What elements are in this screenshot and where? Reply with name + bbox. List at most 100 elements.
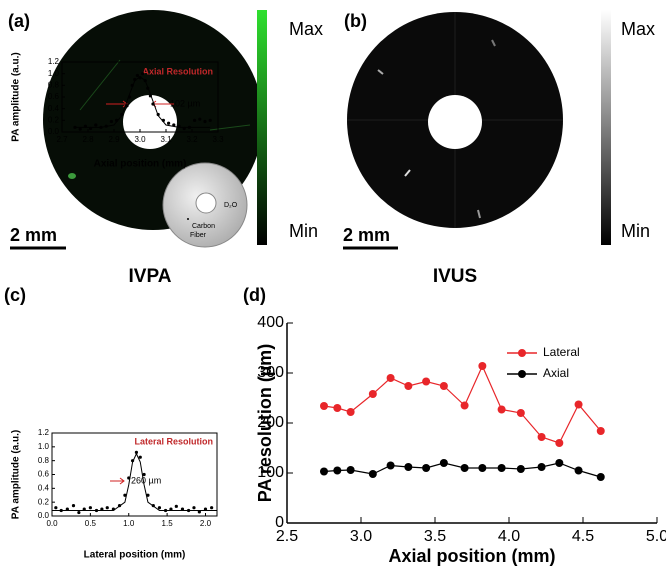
series-line xyxy=(75,75,211,128)
data-point xyxy=(346,408,355,416)
data-point xyxy=(537,463,546,471)
data-point xyxy=(142,472,146,477)
data-point xyxy=(555,439,564,447)
data-point xyxy=(333,466,342,475)
speckle xyxy=(209,124,251,131)
x-tick-label: 3.2 xyxy=(186,135,198,144)
data-point xyxy=(167,121,171,125)
annotation: Axial Resolution xyxy=(142,66,213,76)
y-tick-label: 0.2 xyxy=(38,497,50,506)
x-tick-label: 3.0 xyxy=(134,135,146,144)
legend-swatch xyxy=(518,349,526,357)
colorbar-max: Max xyxy=(289,19,323,39)
data-point xyxy=(100,507,104,511)
panel-label: (a) xyxy=(8,11,30,31)
speckle xyxy=(404,169,411,177)
data-point xyxy=(368,470,377,478)
data-point xyxy=(146,493,150,497)
x-tick-label: 2.5 xyxy=(276,528,298,545)
lumen xyxy=(428,95,482,149)
x-tick-label: 4.0 xyxy=(498,528,520,545)
data-point xyxy=(404,382,413,390)
colorbar xyxy=(601,10,611,245)
x-tick-label: 2.7 xyxy=(56,135,68,144)
data-point xyxy=(422,464,431,472)
x-tick-label: 0.0 xyxy=(46,519,58,528)
y-axis-label: PA resolution (µm) xyxy=(255,344,275,502)
y-tick-label: 0.4 xyxy=(38,483,50,492)
data-point xyxy=(320,402,328,410)
data-point xyxy=(555,459,564,467)
data-point xyxy=(574,400,583,409)
data-point xyxy=(198,117,202,121)
y-axis-label: PA amplitude (a.u.) xyxy=(11,52,22,141)
y-tick-label: 0.8 xyxy=(38,456,50,465)
data-point xyxy=(203,119,207,124)
inset-target: Fiber xyxy=(190,232,207,239)
x-tick-label: 3.0 xyxy=(350,528,372,545)
arrow xyxy=(110,477,125,485)
panel-label: (d) xyxy=(243,285,266,305)
data-point xyxy=(596,473,605,481)
y-tick-label: 300 xyxy=(257,364,284,381)
speckle xyxy=(79,59,121,111)
y-tick-label: 200 xyxy=(257,414,284,431)
data-point xyxy=(596,427,605,435)
y-tick-label: 1.0 xyxy=(38,442,50,451)
scale-label: 2 mm xyxy=(343,225,390,245)
data-point xyxy=(141,72,145,76)
x-tick-label: 1.5 xyxy=(162,519,174,528)
y-tick-label: 1.2 xyxy=(48,57,60,66)
panel-a: Max Min (a) 2 mm IVPA D₂O Carbon Fiber xyxy=(8,10,323,287)
caption: IVUS xyxy=(433,266,477,287)
legend-swatch xyxy=(518,370,526,378)
inset-target: Carbon xyxy=(192,223,215,230)
speckle xyxy=(377,69,384,75)
y-tick-label: 1.0 xyxy=(48,69,60,78)
series-line xyxy=(323,364,602,444)
series-line xyxy=(323,462,601,478)
y-tick-label: 0.0 xyxy=(48,127,60,136)
speckle xyxy=(68,173,76,179)
data-point xyxy=(203,507,208,511)
data-point xyxy=(135,73,139,78)
inset-medium: D₂O xyxy=(224,202,238,209)
x-tick-label: 2.9 xyxy=(108,135,120,144)
data-point xyxy=(174,504,178,508)
y-tick-label: 0.0 xyxy=(38,511,50,520)
data-point xyxy=(78,127,82,131)
annotation: 260 µm xyxy=(131,475,161,485)
data-point xyxy=(333,404,342,412)
panel-b: Max Min (b) 2 mm IVUS xyxy=(343,10,655,287)
data-point xyxy=(439,382,448,390)
x-tick-label: 5.0 xyxy=(646,528,666,545)
data-point xyxy=(439,459,448,467)
lumen xyxy=(123,95,177,149)
y-tick-label: 400 xyxy=(257,314,284,331)
data-point xyxy=(497,464,506,472)
data-point xyxy=(210,506,214,510)
y-tick-label: 1.2 xyxy=(38,428,50,437)
data-point xyxy=(386,461,395,470)
colorbar-min: Min xyxy=(621,221,650,241)
colorbar xyxy=(257,10,267,245)
data-point xyxy=(77,510,81,515)
data-point xyxy=(54,506,58,510)
colorbar-min: Min xyxy=(289,221,318,241)
inset-fiber xyxy=(187,218,189,220)
x-tick-label: 3.5 xyxy=(424,528,446,545)
data-point xyxy=(109,119,113,124)
x-tick-label: 2.0 xyxy=(200,519,212,528)
data-point xyxy=(169,507,173,511)
data-point xyxy=(71,504,76,508)
data-point xyxy=(368,390,377,398)
data-point xyxy=(516,409,525,417)
x-tick-label: 1.0 xyxy=(123,519,135,528)
legend-label: Lateral xyxy=(543,345,580,359)
data-point xyxy=(516,465,525,473)
data-point xyxy=(422,377,431,386)
panel-label: (b) xyxy=(344,11,367,31)
x-tick-label: 0.5 xyxy=(85,519,97,528)
data-point xyxy=(193,118,197,122)
data-point xyxy=(386,374,395,382)
